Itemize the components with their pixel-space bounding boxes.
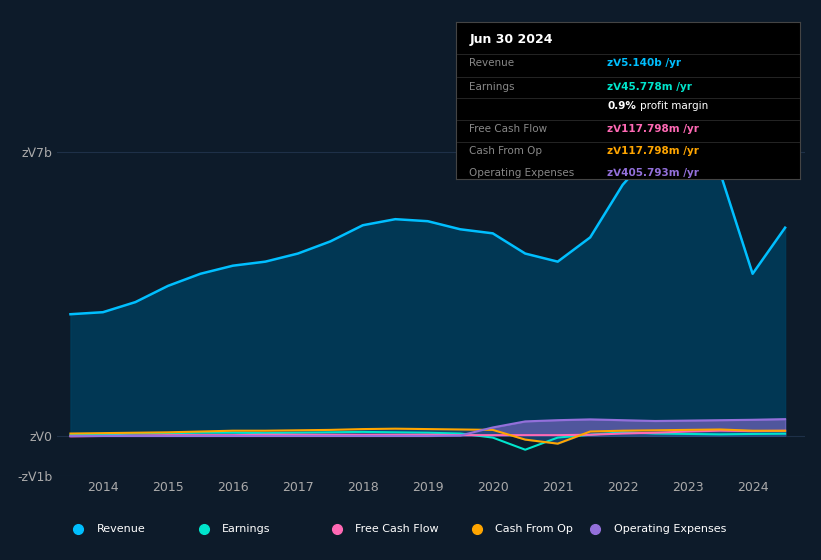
Text: Revenue: Revenue — [97, 524, 145, 534]
Text: zᐯ45.778m /yr: zᐯ45.778m /yr — [608, 82, 692, 92]
Text: Cash From Op: Cash From Op — [496, 524, 573, 534]
Text: Jun 30 2024: Jun 30 2024 — [470, 34, 553, 46]
Text: zᐯ405.793m /yr: zᐯ405.793m /yr — [608, 168, 699, 178]
Text: 0.9%: 0.9% — [608, 101, 636, 111]
Text: profit margin: profit margin — [640, 101, 709, 111]
Text: Revenue: Revenue — [470, 58, 515, 68]
Text: zᐯ117.798m /yr: zᐯ117.798m /yr — [608, 124, 699, 134]
Text: Operating Expenses: Operating Expenses — [613, 524, 726, 534]
Text: Free Cash Flow: Free Cash Flow — [470, 124, 548, 134]
Text: Free Cash Flow: Free Cash Flow — [355, 524, 438, 534]
Text: Earnings: Earnings — [470, 82, 515, 92]
Text: zᐯ117.798m /yr: zᐯ117.798m /yr — [608, 146, 699, 156]
Text: zᐯ5.140b /yr: zᐯ5.140b /yr — [608, 58, 681, 68]
Text: Earnings: Earnings — [222, 524, 271, 534]
Text: Cash From Op: Cash From Op — [470, 146, 543, 156]
Text: Operating Expenses: Operating Expenses — [470, 168, 575, 178]
